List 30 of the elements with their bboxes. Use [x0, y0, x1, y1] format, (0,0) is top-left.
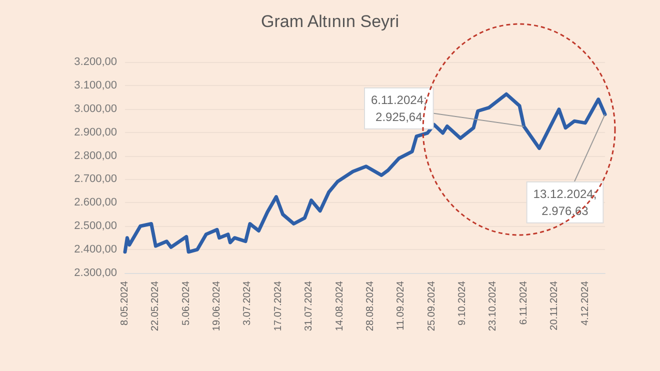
x-tick-label: 19.06.2024 — [212, 280, 223, 332]
x-tick-label: 11.09.2024 — [396, 280, 407, 330]
y-tick-label: 3.000,00 — [74, 102, 117, 115]
y-tick-label: 2.700,00 — [74, 173, 117, 186]
x-tick-label: 28.08.2024 — [364, 280, 376, 332]
x-tick-label: 4.12.2024 — [580, 280, 591, 326]
x-tick-label: 20.11.2024 — [549, 280, 560, 330]
x-tick-label: 22.05.2024 — [150, 280, 162, 332]
x-tick-label: 8.05.2024 — [120, 280, 130, 326]
y-tick-label: 3.100,00 — [74, 79, 117, 92]
y-tick-label: 2.900,00 — [74, 126, 117, 138]
annotation: 13.12.2024; 2.976,63 — [533, 186, 597, 218]
x-tick-label: 3.07.2024 — [242, 280, 254, 326]
x-tick-label: 17.07.2024 — [272, 280, 284, 332]
x-tick-label: 31.07.2024 — [304, 280, 315, 332]
y-tick-label: 2.300,00 — [74, 267, 117, 279]
x-tick-label: 5.06.2024 — [180, 280, 192, 326]
x-tick-label: 25.09.2024 — [426, 280, 438, 332]
x-tick-label: 6.11.2024 — [518, 280, 530, 325]
y-tick-label: 2.500,00 — [74, 220, 117, 232]
line-series — [123, 92, 607, 254]
y-tick-label: 2.800,00 — [74, 150, 117, 162]
x-tick-label: 9.10.2024 — [457, 280, 468, 326]
x-tick-label: 14.08.2024 — [334, 280, 346, 332]
y-tick-label: 3.200,00 — [74, 56, 117, 68]
y-tick-label: 2.400,00 — [74, 244, 117, 256]
x-tick-label: 23.10.2024 — [488, 280, 499, 332]
chart-title: Gram Altının Seyri — [261, 12, 399, 31]
annotation: 6.11.2024; 2.925,64 — [370, 92, 427, 124]
y-tick-label: 2.600,00 — [74, 196, 117, 209]
